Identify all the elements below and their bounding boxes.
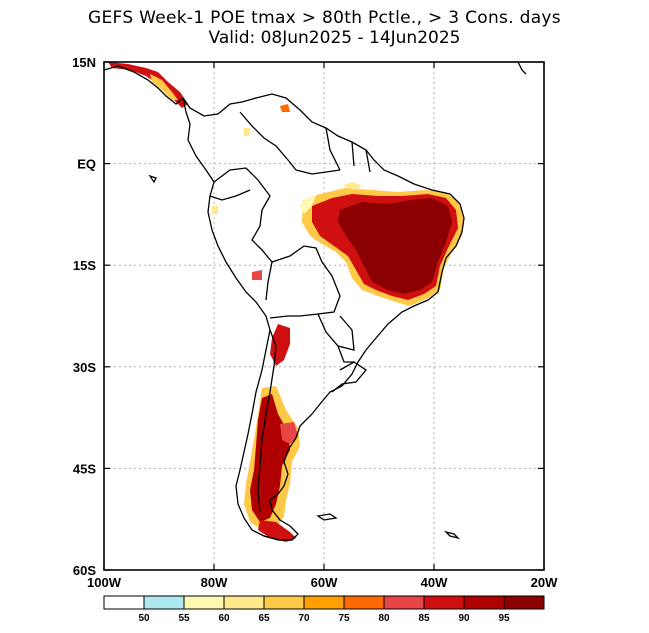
shade-argentina-inland (280, 422, 298, 444)
shade-colombia-dot (280, 104, 290, 112)
map-background (104, 62, 544, 570)
colorbar-swatch-8 (423, 595, 465, 610)
colorbar-label-1: 55 (178, 613, 190, 624)
x-tick-label-4: 20W (531, 575, 558, 590)
south-georgia (443, 530, 461, 540)
colorbar-swatch-4 (263, 595, 305, 610)
border-uruguay (331, 361, 367, 393)
central-america-outline (104, 65, 184, 105)
shade-colombia-dot2 (244, 128, 250, 136)
y-tick-label-5: 60S (73, 563, 96, 578)
y-tick-label-3: 30S (73, 360, 96, 375)
shade-amazon-spot (342, 182, 362, 190)
shade-patagonia-south (258, 520, 296, 542)
y-tick-label-2: 15S (73, 258, 96, 273)
border-brazil-argentina (337, 345, 354, 363)
longitude-axis: 100W 80W 60W 40W 20W (87, 62, 558, 590)
galapagos (148, 174, 157, 184)
y-tick-label-0: 15N (72, 55, 96, 70)
colorbar-swatch-7 (383, 595, 425, 610)
colorbar-swatch-3 (223, 595, 265, 610)
colorbar-swatch-6 (343, 595, 385, 610)
colorbar-label-8: 90 (458, 613, 470, 624)
valid-period: Valid: 08Jun2025 - 14Jun2025 (208, 28, 461, 48)
coastlines-and-borders (104, 62, 527, 541)
border-guianas (325, 127, 371, 173)
colorbar-swatch-9 (463, 595, 505, 610)
y-tick-label-4: 45S (73, 461, 96, 476)
border-ecuador-peru (209, 189, 251, 201)
colorbar: 50 55 60 65 70 75 80 85 90 95 (103, 595, 545, 624)
shade-brazil-west-ring (300, 196, 316, 214)
colorbar-label-0: 50 (138, 613, 150, 624)
border-colombia-venezuela (239, 111, 297, 171)
y-tick-label-1: EQ (77, 157, 96, 172)
x-tick-label-1: 80W (201, 575, 228, 590)
colorbar-label-6: 80 (378, 613, 390, 624)
latitude-axis: 15N EQ 15S 30S 45S 60S (72, 55, 544, 578)
border-bolivia (269, 245, 341, 319)
border-venezuela-brazil (295, 169, 341, 175)
colorbar-swatch-0 (103, 595, 145, 610)
x-tick-label-0: 100W (87, 575, 122, 590)
border-argentina-chile (257, 329, 277, 513)
x-tick-label-2: 60W (311, 575, 338, 590)
colorbar-swatch-1 (143, 595, 185, 610)
colorbar-label-5: 75 (338, 613, 350, 624)
probability-shading (108, 62, 464, 542)
falklands (316, 513, 338, 521)
tierra-del-fuego (263, 535, 297, 541)
colorbar-label-2: 60 (218, 613, 230, 624)
border-colombia-south (213, 167, 271, 211)
colorbar-label-9: 95 (498, 613, 510, 624)
shade-brazil-core (338, 198, 452, 294)
colorbar-label-7: 85 (418, 613, 430, 624)
colorbar-label-3: 65 (258, 613, 270, 624)
shade-peru-dot (252, 270, 262, 280)
south-america-outline (182, 93, 465, 541)
x-tick-label-3: 40W (421, 575, 448, 590)
colorbar-label-4: 70 (298, 613, 310, 624)
colorbar-swatch-5 (303, 595, 345, 610)
border-peru-brazil (251, 209, 273, 301)
shade-chile-south-core (250, 394, 290, 522)
caribbean-islands (517, 62, 527, 75)
colorbar-swatch-2 (183, 595, 225, 610)
colorbar-swatch-10 (503, 595, 545, 610)
border-paraguay (317, 313, 355, 351)
shade-central-america-light (150, 74, 178, 100)
map-title: GEFS Week-1 POE tmax > 80th Pctle., > 3 … (88, 8, 561, 28)
shade-ecuador-dot (212, 206, 218, 214)
